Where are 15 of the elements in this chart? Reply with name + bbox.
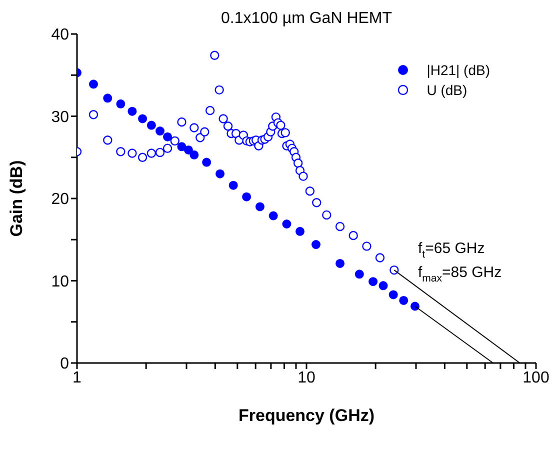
x-tick-label: 10 [298,369,316,386]
y-tick-label: 0 [60,356,70,373]
x-axis-title: Frequency (GHz) [238,406,375,425]
y-axis-title: Gain (dB) [7,160,26,237]
annotation: f$_{t}$=65 GHz [418,240,485,260]
y-tick-label: 40 [51,26,70,44]
chart-title: 0.1x100 µm GaN HEMT [220,10,394,28]
x-tick-label: 100 [522,369,550,386]
x-tick-label: 1 [72,369,82,386]
y-tick-label: 20 [51,191,70,208]
y-tick-label: 30 [51,108,70,126]
legend-label: |H21| (dB) [426,62,490,78]
y-tick-label: 10 [51,273,70,290]
annotation: f$_{max}$=85 GHz [418,264,502,284]
legend-label: U (dB) [426,82,468,98]
